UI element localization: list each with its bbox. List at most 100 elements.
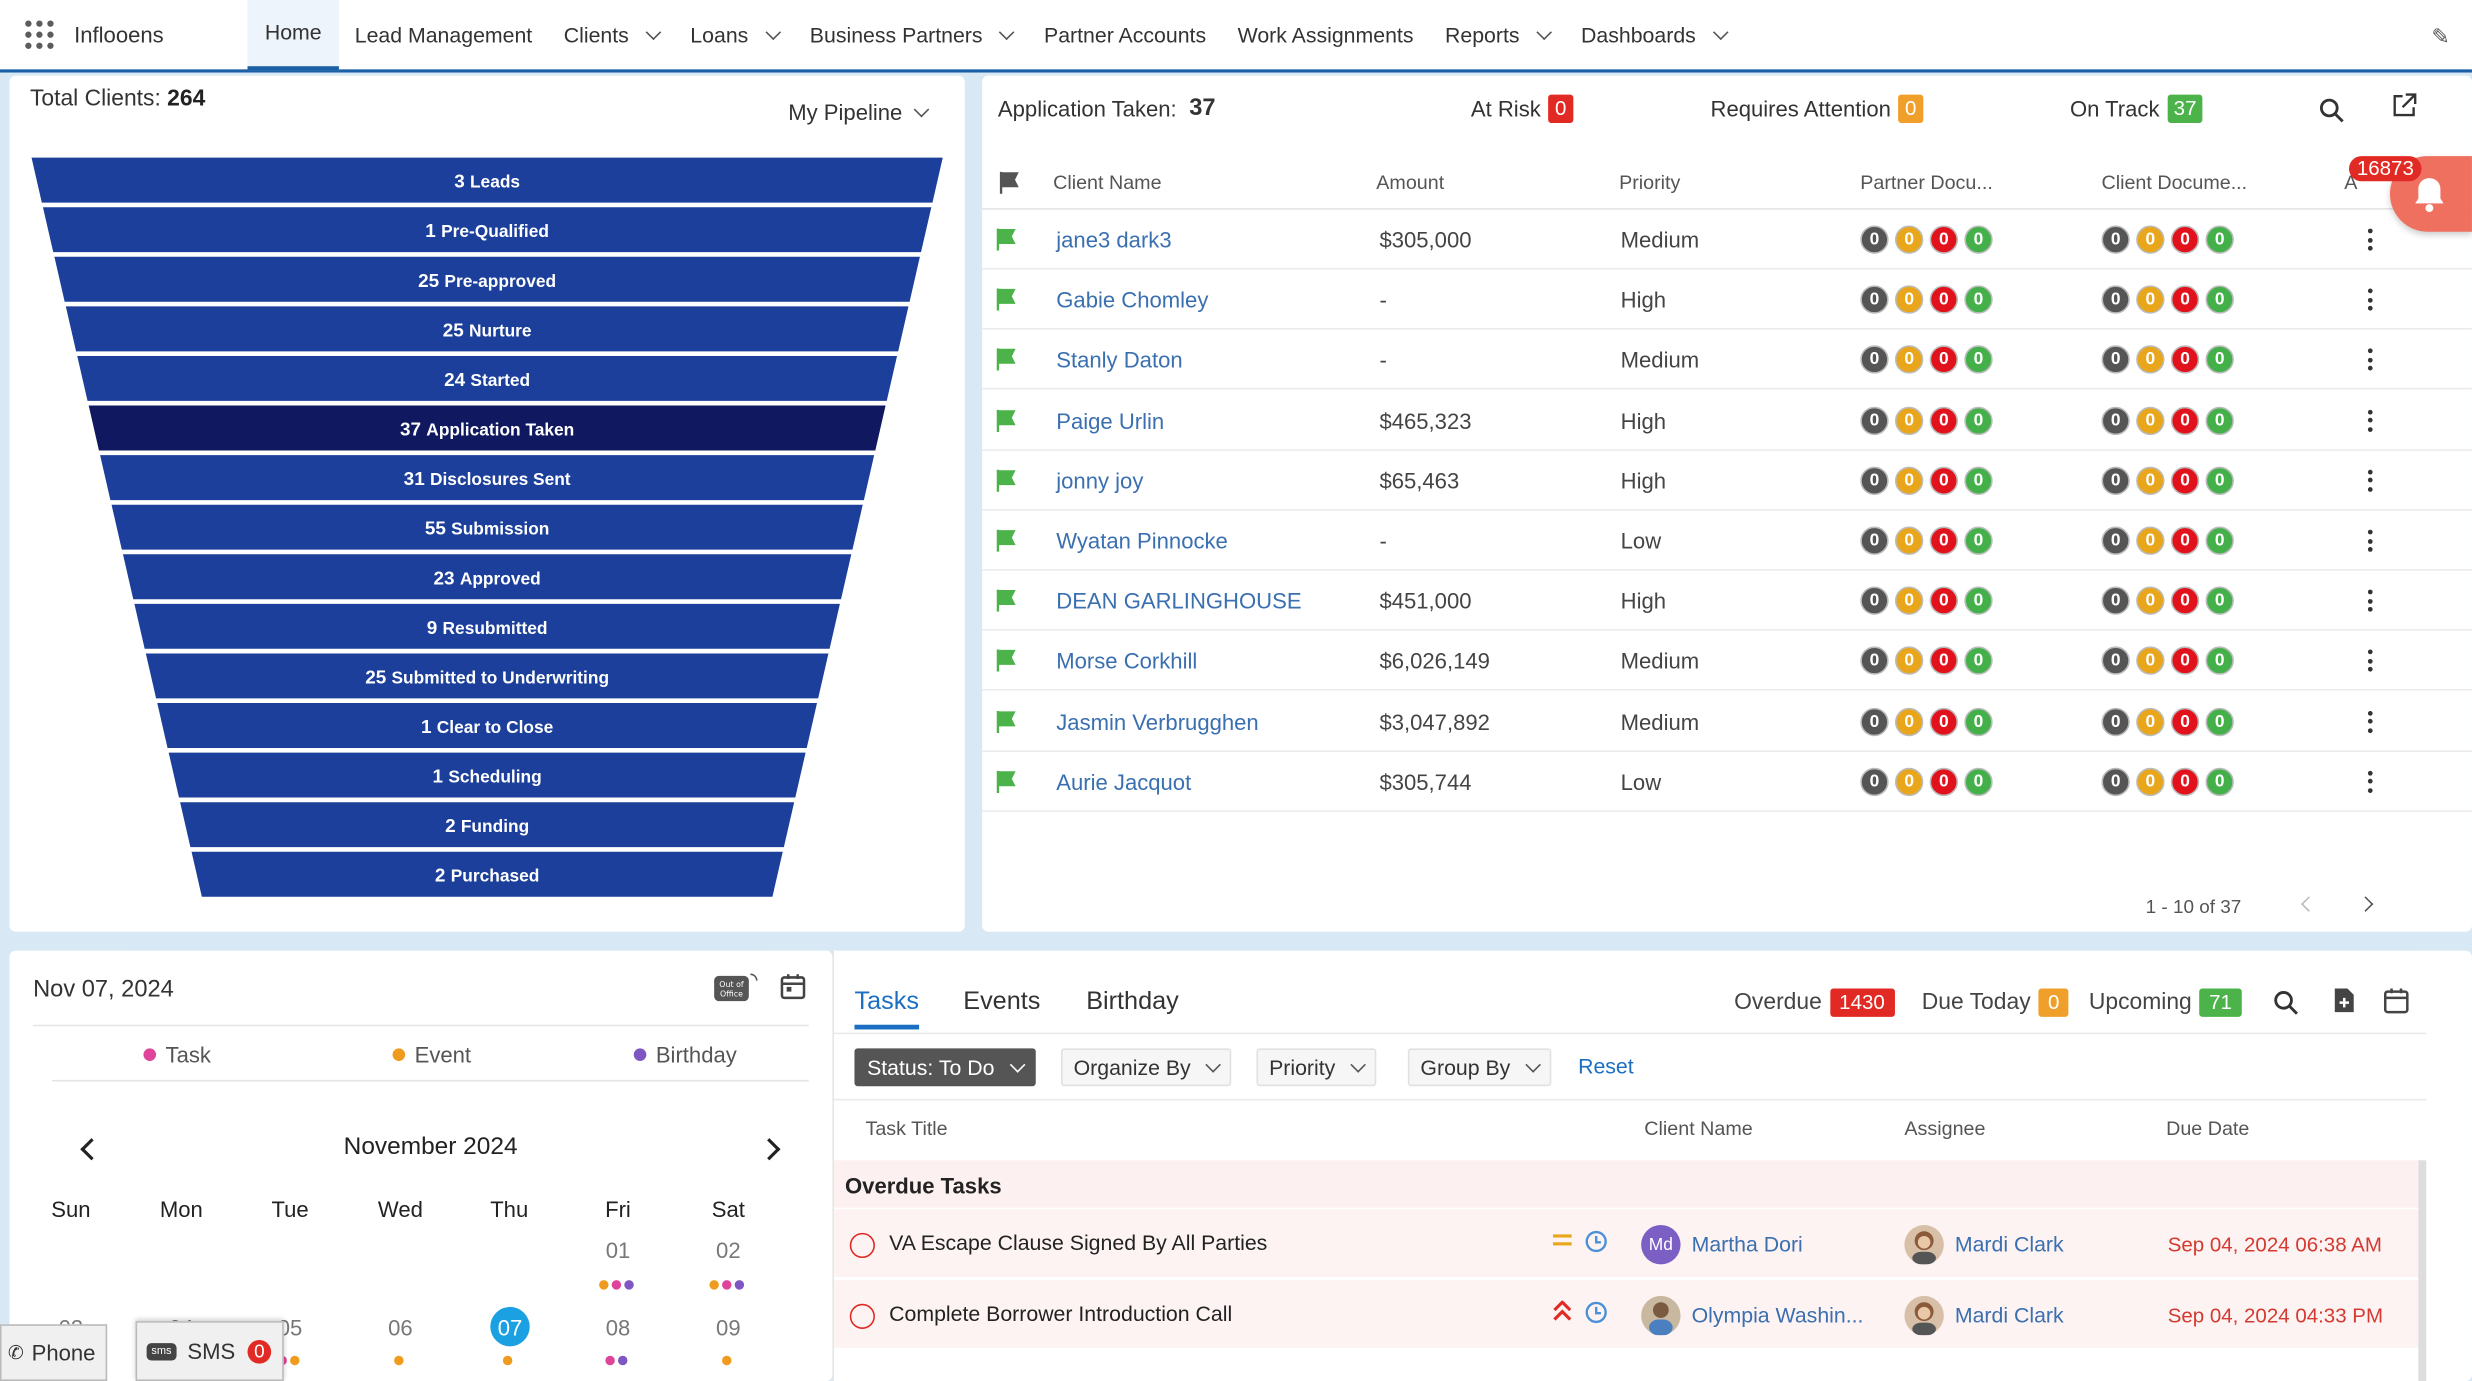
tab-events[interactable]: Events — [963, 988, 1041, 1016]
table-row[interactable]: Wyatan Pinnocke - Low 0 0 0 0 0 0 0 0 — [982, 511, 2472, 571]
row-actions-icon[interactable] — [2367, 589, 2374, 616]
client-name-link[interactable]: Stanly Daton — [1056, 347, 1183, 373]
funnel-stage-submitted-to-underwriting[interactable]: 25 Submitted to Underwriting — [145, 653, 829, 699]
row-actions-icon[interactable] — [2367, 650, 2374, 676]
task-client-link[interactable]: Olympia Washin... — [1691, 1303, 1864, 1328]
client-name-link[interactable]: jonny joy — [1056, 467, 1144, 494]
organize-by-button[interactable]: Organize By — [1060, 1048, 1232, 1087]
sms-button[interactable]: sms SMS 0 — [135, 1321, 284, 1381]
client-name-link[interactable]: Jasmin Verbrugghen — [1056, 708, 1259, 735]
flag-icon[interactable] — [995, 227, 1017, 251]
upcoming-filter[interactable]: Upcoming 71 — [2089, 988, 2242, 1017]
table-row[interactable]: DEAN GARLINGHOUSE $451,000 High 0 0 0 0 0 0 0 0 — [982, 571, 2472, 631]
row-actions-icon[interactable] — [2367, 770, 2374, 797]
funnel-stage-pre-approved[interactable]: 25 Pre-approved — [54, 256, 920, 302]
client-name-link[interactable]: Aurie Jacquot — [1056, 769, 1192, 795]
table-row[interactable]: jane3 dark3 $305,000 Medium 0 0 0 0 0 0 0 0 — [982, 210, 2472, 270]
nav-item-business-partners[interactable]: Business Partners — [794, 0, 1028, 69]
funnel-stage-approved[interactable]: 23 Approved — [122, 554, 852, 600]
col-amount[interactable]: Amount — [1376, 171, 1445, 194]
flag-icon[interactable] — [995, 769, 1017, 793]
calendar-day[interactable]: 09 — [716, 1314, 741, 1341]
search-icon[interactable] — [2319, 98, 2344, 123]
flag-icon[interactable] — [995, 528, 1017, 552]
assignee-link[interactable]: Mardi Clark — [1954, 1232, 2064, 1257]
group-by-button[interactable]: Group By — [1407, 1048, 1552, 1087]
task-title[interactable]: Complete Borrower Introduction Call — [889, 1302, 1233, 1326]
tab-birthday[interactable]: Birthday — [1086, 988, 1179, 1016]
overdue-filter[interactable]: Overdue 1430 — [1734, 988, 1895, 1017]
funnel-stage-nurture[interactable]: 25 Nurture — [65, 306, 909, 352]
col-task-assignee[interactable]: Assignee — [1904, 1117, 1986, 1140]
next-month-icon[interactable] — [758, 1138, 781, 1161]
client-name-link[interactable]: Paige Urlin — [1056, 407, 1165, 433]
client-name-link[interactable]: Morse Corkhill — [1056, 648, 1198, 674]
task-calendar-icon[interactable] — [2383, 987, 2409, 1014]
funnel-stage-pre-qualified[interactable]: 1 Pre-Qualified — [42, 207, 932, 253]
client-name-link[interactable]: DEAN GARLINGHOUSE — [1056, 588, 1302, 614]
prev-month-icon[interactable] — [80, 1138, 103, 1161]
funnel-stage-leads[interactable]: 3 Leads — [31, 157, 943, 203]
table-row[interactable]: Stanly Daton - Medium 0 0 0 0 0 0 0 0 — [982, 330, 2472, 391]
task-row[interactable]: Complete Borrower Introduction Call Olymp… — [833, 1280, 2424, 1350]
col-task-due-date[interactable]: Due Date — [2166, 1117, 2250, 1140]
flag-icon[interactable] — [995, 588, 1017, 612]
calendar-day[interactable]: 01 — [605, 1237, 631, 1263]
col-priority[interactable]: Priority — [1619, 171, 1681, 194]
funnel-stage-scheduling[interactable]: 1 Scheduling — [168, 752, 806, 798]
nav-item-partner-accounts[interactable]: Partner Accounts — [1028, 0, 1222, 69]
funnel-stage-purchased[interactable]: 2 Purchased — [191, 851, 783, 897]
nav-item-work-assignments[interactable]: Work Assignments — [1222, 0, 1429, 69]
pipeline-selector[interactable]: My Pipeline — [788, 99, 930, 125]
funnel-stage-submission[interactable]: 55 Submission — [111, 504, 863, 550]
table-row[interactable]: Gabie Chomley - High 0 0 0 0 0 0 0 0 — [982, 270, 2472, 330]
tab-tasks[interactable]: Tasks — [854, 988, 919, 1030]
prev-page-icon[interactable] — [2300, 896, 2317, 912]
table-row[interactable]: Aurie Jacquot $305,744 Low 0 0 0 0 0 0 0 0 — [982, 752, 2472, 812]
task-scrollbar[interactable] — [2418, 1160, 2427, 1381]
calendar-day[interactable]: 06 — [388, 1314, 413, 1341]
complete-task-icon[interactable] — [849, 1303, 875, 1329]
on-track-filter[interactable]: On Track 37 — [2070, 94, 2203, 123]
at-risk-filter[interactable]: At Risk 0 — [1471, 94, 1573, 123]
client-name-link[interactable]: Gabie Chomley — [1056, 287, 1209, 313]
flag-icon[interactable] — [995, 709, 1017, 733]
table-row[interactable]: Paige Urlin $465,323 High 0 0 0 0 0 0 0 0 — [982, 390, 2472, 451]
funnel-stage-started[interactable]: 24 Started — [77, 355, 898, 401]
add-task-icon[interactable] — [2333, 987, 2355, 1014]
flag-icon[interactable] — [995, 347, 1017, 372]
row-actions-icon[interactable] — [2367, 529, 2374, 556]
table-row[interactable]: Jasmin Verbrugghen $3,047,892 Medium 0 0 0 0 0 0… — [982, 691, 2472, 752]
open-external-icon[interactable] — [2392, 93, 2417, 118]
table-row[interactable]: Morse Corkhill $6,026,149 Medium 0 0 0 0 0 0 0 0 — [982, 631, 2472, 692]
table-row[interactable]: jonny joy $65,463 High 0 0 0 0 0 0 0 0 — [982, 451, 2472, 511]
row-actions-icon[interactable] — [2367, 469, 2374, 495]
task-client-link[interactable]: Martha Dori — [1691, 1232, 1803, 1257]
flag-icon[interactable] — [995, 287, 1017, 311]
app-launcher-icon[interactable] — [25, 20, 54, 49]
reset-filters-link[interactable]: Reset — [1578, 1054, 1634, 1079]
row-actions-icon[interactable] — [2367, 349, 2374, 375]
flag-icon[interactable] — [995, 649, 1017, 673]
task-search-icon[interactable] — [2273, 990, 2298, 1015]
next-page-icon[interactable] — [2357, 896, 2374, 912]
task-title[interactable]: VA Escape Clause Signed By All Parties — [889, 1231, 1268, 1255]
task-row[interactable]: VA Escape Clause Signed By All Parties Md… — [833, 1209, 2424, 1279]
col-task-client[interactable]: Client Name — [1644, 1117, 1753, 1140]
funnel-stage-clear-to-close[interactable]: 1 Clear to Close — [157, 703, 818, 748]
